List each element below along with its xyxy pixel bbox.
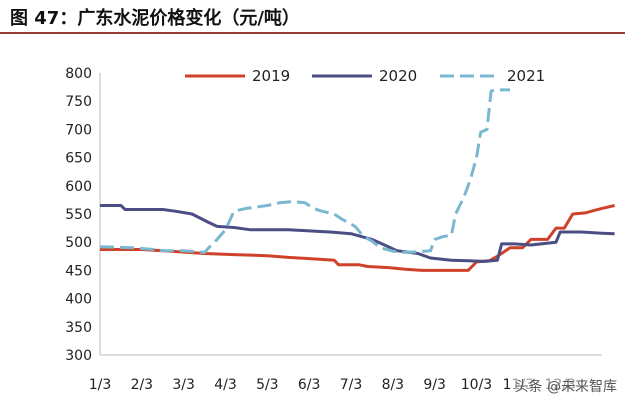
x-tick-label: 5/3 bbox=[256, 377, 279, 393]
y-tick-label: 400 bbox=[65, 292, 92, 308]
x-tick-label: 4/3 bbox=[214, 377, 237, 393]
x-tick-label: 10/3 bbox=[461, 377, 492, 393]
y-tick-label: 500 bbox=[65, 235, 92, 251]
x-tick-label: 6/3 bbox=[298, 377, 321, 393]
series-lines bbox=[99, 88, 615, 272]
legend-label-2020: 2020 bbox=[379, 67, 417, 85]
legend-label-2019: 2019 bbox=[252, 67, 290, 85]
y-tick-labels: 300 350 400 450 500 550 600 650 700 750 800 bbox=[65, 66, 92, 364]
series-line-2021 bbox=[99, 88, 510, 254]
y-tick-label: 650 bbox=[65, 151, 92, 167]
title-underline bbox=[0, 32, 625, 34]
y-tick-label: 550 bbox=[65, 207, 92, 223]
x-tick-label: 9/3 bbox=[423, 377, 446, 393]
x-tick-label: 1/3 bbox=[89, 377, 112, 393]
x-tick-label: 7/3 bbox=[340, 377, 363, 393]
y-tick-label: 300 bbox=[65, 348, 92, 364]
x-tick-labels: 1/32/33/34/35/36/37/38/39/310/311/312/3 bbox=[89, 377, 576, 393]
y-tick-label: 450 bbox=[65, 263, 92, 279]
series-line-2019 bbox=[100, 204, 615, 272]
page-title: 图 47：广东水泥价格变化（元/吨） bbox=[10, 8, 300, 29]
y-tick-label: 800 bbox=[65, 66, 92, 82]
y-tick-label: 350 bbox=[65, 320, 92, 336]
y-tick-label: 700 bbox=[65, 122, 92, 138]
y-tick-label: 600 bbox=[65, 179, 92, 195]
x-tick-label: 8/3 bbox=[382, 377, 405, 393]
x-tick-label: 3/3 bbox=[172, 377, 195, 393]
watermark-text: 头条 @未来智库 bbox=[512, 376, 619, 396]
legend: 2019 2020 2021 bbox=[185, 67, 545, 85]
series-line-2020 bbox=[100, 204, 615, 263]
x-tick-label: 2/3 bbox=[131, 377, 154, 393]
legend-label-2021: 2021 bbox=[507, 67, 545, 85]
y-tick-label: 750 bbox=[65, 94, 92, 110]
